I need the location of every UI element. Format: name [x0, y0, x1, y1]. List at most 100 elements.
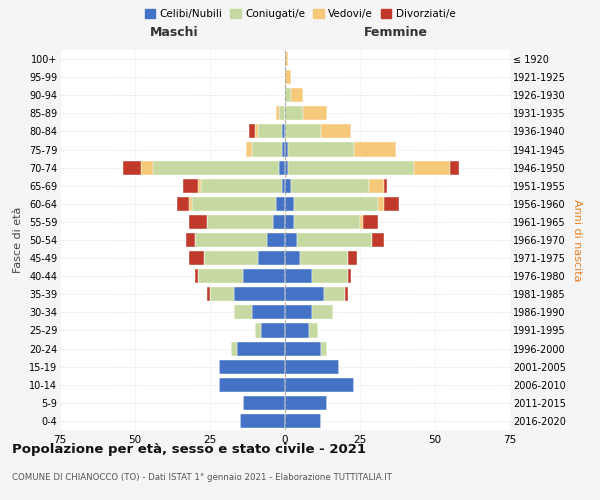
Bar — [261, 324, 285, 338]
Bar — [153, 160, 279, 174]
Bar — [414, 160, 450, 174]
Bar — [273, 215, 285, 229]
Bar — [285, 124, 321, 138]
Bar — [240, 414, 285, 428]
Bar — [252, 142, 282, 156]
Bar — [285, 106, 303, 120]
Y-axis label: Anni di nascita: Anni di nascita — [572, 198, 583, 281]
Bar — [285, 396, 327, 410]
Bar — [285, 88, 291, 102]
Bar — [234, 287, 285, 302]
Bar — [276, 197, 285, 211]
Y-axis label: Fasce di età: Fasce di età — [13, 207, 23, 273]
Bar — [252, 306, 285, 320]
Bar — [195, 269, 198, 283]
Bar — [123, 160, 141, 174]
Bar — [282, 124, 285, 138]
Bar — [369, 178, 384, 193]
Bar — [279, 106, 285, 120]
Bar — [219, 360, 285, 374]
Bar — [219, 378, 285, 392]
Bar — [294, 197, 378, 211]
Bar — [204, 251, 258, 265]
Bar — [231, 342, 237, 355]
Bar — [249, 124, 255, 138]
Bar — [450, 160, 459, 174]
Bar — [321, 342, 327, 355]
Bar — [267, 233, 285, 247]
Bar — [324, 287, 345, 302]
Text: COMUNE DI CHIANOCCO (TO) - Dati ISTAT 1° gennaio 2021 - Elaborazione TUTTITALIA.: COMUNE DI CHIANOCCO (TO) - Dati ISTAT 1°… — [12, 472, 392, 482]
Bar — [294, 215, 360, 229]
Bar — [363, 215, 378, 229]
Bar — [321, 124, 351, 138]
Bar — [285, 215, 294, 229]
Bar — [285, 342, 321, 355]
Bar — [282, 178, 285, 193]
Bar — [312, 306, 333, 320]
Bar — [207, 215, 273, 229]
Bar — [285, 52, 288, 66]
Bar — [285, 197, 294, 211]
Bar — [246, 142, 252, 156]
Text: Femmine: Femmine — [364, 26, 428, 39]
Bar — [303, 106, 327, 120]
Bar — [186, 233, 195, 247]
Bar — [285, 142, 288, 156]
Bar — [282, 142, 285, 156]
Bar — [189, 251, 204, 265]
Bar — [243, 396, 285, 410]
Bar — [285, 360, 339, 374]
Text: Popolazione per età, sesso e stato civile - 2021: Popolazione per età, sesso e stato civil… — [12, 442, 366, 456]
Bar — [384, 197, 399, 211]
Bar — [285, 306, 312, 320]
Bar — [285, 70, 291, 84]
Bar — [258, 124, 282, 138]
Bar — [285, 178, 291, 193]
Bar — [291, 178, 369, 193]
Bar — [201, 178, 282, 193]
Bar — [210, 287, 234, 302]
Bar — [291, 88, 303, 102]
Bar — [285, 324, 309, 338]
Bar — [348, 269, 351, 283]
Bar — [288, 160, 414, 174]
Bar — [192, 197, 276, 211]
Bar — [237, 342, 285, 355]
Bar — [285, 269, 312, 283]
Bar — [312, 269, 348, 283]
Bar — [279, 160, 285, 174]
Bar — [195, 233, 267, 247]
Legend: Celibi/Nubili, Coniugati/e, Vedovi/e, Divorziati/e: Celibi/Nubili, Coniugati/e, Vedovi/e, Di… — [140, 5, 460, 24]
Bar — [258, 251, 285, 265]
Bar — [285, 160, 288, 174]
Bar — [285, 378, 354, 392]
Bar — [198, 269, 243, 283]
Bar — [285, 287, 324, 302]
Bar — [198, 178, 201, 193]
Bar — [288, 142, 354, 156]
Text: Maschi: Maschi — [149, 26, 199, 39]
Bar — [372, 233, 384, 247]
Bar — [183, 178, 198, 193]
Bar — [255, 124, 258, 138]
Bar — [360, 215, 363, 229]
Bar — [141, 160, 153, 174]
Bar — [354, 142, 396, 156]
Bar — [207, 287, 210, 302]
Bar — [243, 269, 285, 283]
Bar — [285, 414, 321, 428]
Bar — [384, 178, 387, 193]
Bar — [348, 251, 357, 265]
Bar — [276, 106, 279, 120]
Bar — [255, 324, 261, 338]
Bar — [285, 233, 297, 247]
Bar — [234, 306, 252, 320]
Bar — [189, 215, 207, 229]
Bar — [297, 233, 372, 247]
Bar — [378, 197, 384, 211]
Bar — [300, 251, 348, 265]
Bar — [189, 197, 192, 211]
Bar — [345, 287, 348, 302]
Bar — [285, 251, 300, 265]
